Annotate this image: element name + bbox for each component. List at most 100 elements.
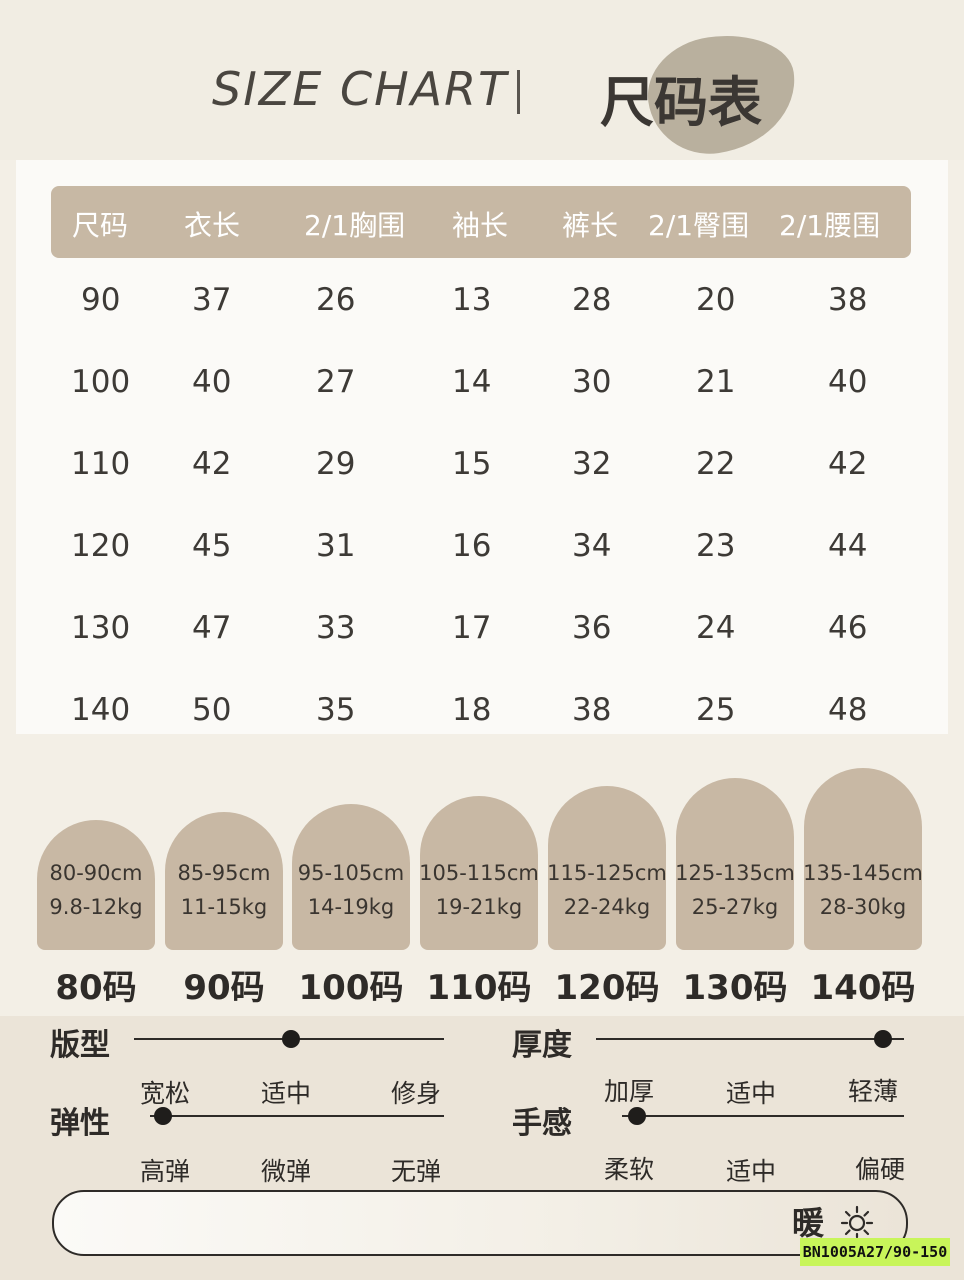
- table-cell: 30: [572, 364, 612, 400]
- fit-label: 适中: [261, 1079, 312, 1108]
- feel-title: 手感: [512, 1106, 572, 1141]
- table-cell: 22: [696, 446, 736, 482]
- table-cell: 44: [828, 528, 868, 564]
- table-cell: 24: [696, 610, 736, 646]
- table-cell: 13: [452, 282, 492, 318]
- thickness-indicator: [874, 1030, 892, 1048]
- elasticity-scale: [150, 1115, 444, 1117]
- table-cell: 50: [192, 692, 232, 728]
- elasticity-label: 微弹: [261, 1157, 312, 1186]
- table-cell: 42: [828, 446, 868, 482]
- feel-label: 偏硬: [855, 1155, 906, 1184]
- card-weight: 28-30kg: [819, 895, 907, 919]
- card-height: 135-145cm: [803, 861, 923, 885]
- thickness-label: 适中: [726, 1079, 777, 1108]
- fit-label: 修身: [391, 1079, 442, 1108]
- table-cell: 46: [828, 610, 868, 646]
- table-cell: 28: [572, 282, 612, 318]
- size-label: 100码: [298, 968, 404, 1008]
- card-weight: 11-15kg: [180, 895, 268, 919]
- size-label: 90码: [183, 968, 265, 1008]
- feel-label: 柔软: [604, 1155, 655, 1184]
- elasticity-title: 弹性: [50, 1106, 110, 1141]
- warmth-bar: [52, 1190, 908, 1256]
- thickness-scale: [596, 1038, 904, 1040]
- table-cell: 16: [452, 528, 492, 564]
- table-cell: 48: [828, 692, 868, 728]
- warmth-label: 暖: [792, 1204, 825, 1242]
- table-cell: 14: [452, 364, 492, 400]
- col-header-sleeve: 袖长: [452, 209, 509, 242]
- card-height: 105-115cm: [419, 861, 539, 885]
- table-cell: 25: [696, 692, 736, 728]
- table-cell: 37: [192, 282, 232, 318]
- size-recommendation-card: [420, 796, 538, 950]
- table-cell: 29: [316, 446, 356, 482]
- table-cell: 45: [192, 528, 232, 564]
- elasticity-indicator: [154, 1107, 172, 1125]
- table-cell: 32: [572, 446, 612, 482]
- card-height: 125-135cm: [675, 861, 795, 885]
- thickness-label: 加厚: [604, 1077, 655, 1106]
- table-cell: 23: [696, 528, 736, 564]
- card-height: 95-105cm: [297, 861, 405, 885]
- table-cell: 120: [71, 528, 131, 564]
- table-cell: 40: [192, 364, 232, 400]
- elasticity-label: 无弹: [391, 1157, 442, 1186]
- table-cell: 34: [572, 528, 612, 564]
- product-code-badge: BN1005A27/90-150: [800, 1238, 950, 1266]
- thickness-label: 轻薄: [848, 1077, 899, 1106]
- col-header-size: 尺码: [72, 209, 129, 242]
- header-band: [0, 0, 964, 160]
- fit-indicator: [282, 1030, 300, 1048]
- size-recommendation-card: [676, 778, 794, 950]
- table-cell: 36: [572, 610, 612, 646]
- fit-label: 宽松: [140, 1079, 191, 1108]
- card-height: 85-95cm: [177, 861, 271, 885]
- feel-label: 适中: [726, 1157, 777, 1186]
- size-recommendation-card: [548, 786, 666, 950]
- thickness-title: 厚度: [512, 1028, 572, 1063]
- table-cell: 35: [316, 692, 356, 728]
- title-english: SIZE CHART: [212, 62, 509, 116]
- table-cell: 33: [316, 610, 356, 646]
- title-divider: [517, 70, 520, 114]
- feel-scale: [622, 1115, 904, 1117]
- size-label: 110码: [426, 968, 532, 1008]
- col-header-hip: 2/1臀围: [648, 209, 750, 242]
- card-weight: 14-19kg: [307, 895, 395, 919]
- size-recommendation-card: [804, 768, 922, 950]
- col-header-length: 衣长: [184, 209, 241, 242]
- col-header-chest: 2/1胸围: [304, 209, 406, 242]
- table-cell: 140: [71, 692, 131, 728]
- fit-title: 版型: [50, 1028, 110, 1063]
- card-weight: 22-24kg: [563, 895, 651, 919]
- table-cell: 26: [316, 282, 356, 318]
- table-cell: 40: [828, 364, 868, 400]
- size-recommendation-card: [292, 804, 410, 950]
- card-weight: 25-27kg: [691, 895, 779, 919]
- table-cell: 18: [452, 692, 492, 728]
- size-label: 120码: [554, 968, 660, 1008]
- sun-icon: [840, 1205, 874, 1238]
- size-table-header: [51, 186, 911, 258]
- table-cell: 130: [71, 610, 131, 646]
- table-cell: 47: [192, 610, 232, 646]
- table-cell: 90: [81, 282, 121, 318]
- table-cell: 31: [316, 528, 356, 564]
- size-label: 140码: [810, 968, 916, 1008]
- size-label: 130码: [682, 968, 788, 1008]
- size-recommendation-card: [165, 812, 283, 950]
- title-chinese: 尺码表: [600, 71, 762, 134]
- table-cell: 100: [71, 364, 131, 400]
- table-cell: 21: [696, 364, 736, 400]
- table-cell: 15: [452, 446, 492, 482]
- elasticity-label: 高弹: [140, 1157, 191, 1186]
- card-height: 80-90cm: [49, 861, 143, 885]
- table-cell: 110: [71, 446, 131, 482]
- size-recommendation-card: [37, 820, 155, 950]
- table-cell: 38: [828, 282, 868, 318]
- feel-indicator: [628, 1107, 646, 1125]
- card-height: 115-125cm: [547, 861, 667, 885]
- col-header-pants-length: 裤长: [562, 209, 619, 242]
